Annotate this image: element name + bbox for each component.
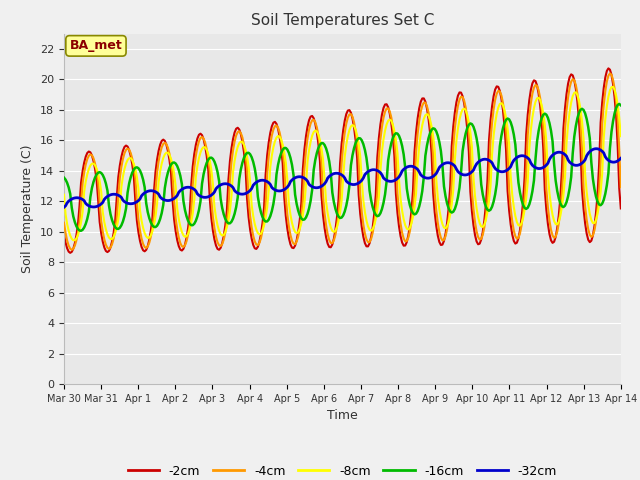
Y-axis label: Soil Temperature (C): Soil Temperature (C) — [22, 144, 35, 273]
Title: Soil Temperatures Set C: Soil Temperatures Set C — [251, 13, 434, 28]
X-axis label: Time: Time — [327, 409, 358, 422]
Legend: -2cm, -4cm, -8cm, -16cm, -32cm: -2cm, -4cm, -8cm, -16cm, -32cm — [123, 460, 562, 480]
Text: BA_met: BA_met — [70, 39, 122, 52]
